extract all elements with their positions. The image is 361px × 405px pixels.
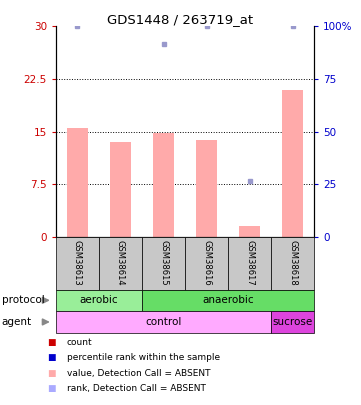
Bar <box>67 128 88 237</box>
Text: percentile rank within the sample: percentile rank within the sample <box>67 353 220 362</box>
Text: anaerobic: anaerobic <box>202 295 254 305</box>
Text: count: count <box>67 338 92 347</box>
Text: control: control <box>145 317 182 327</box>
Text: value, Detection Call = ABSENT: value, Detection Call = ABSENT <box>67 369 210 377</box>
Text: GSM38618: GSM38618 <box>288 241 297 286</box>
Text: ■: ■ <box>47 384 56 393</box>
Text: GSM38615: GSM38615 <box>159 241 168 286</box>
Text: GSM38617: GSM38617 <box>245 241 254 286</box>
Text: ■: ■ <box>47 353 56 362</box>
Text: aerobic: aerobic <box>80 295 118 305</box>
Text: ■: ■ <box>47 369 56 377</box>
Bar <box>239 226 260 237</box>
Bar <box>110 142 131 237</box>
Text: GSM38616: GSM38616 <box>202 241 211 286</box>
Text: GSM38613: GSM38613 <box>73 241 82 286</box>
Bar <box>196 140 217 237</box>
Text: GDS1448 / 263719_at: GDS1448 / 263719_at <box>108 13 253 26</box>
Text: sucrose: sucrose <box>273 317 313 327</box>
Text: ■: ■ <box>47 338 56 347</box>
Text: GSM38614: GSM38614 <box>116 241 125 286</box>
Text: protocol: protocol <box>2 295 44 305</box>
Text: rank, Detection Call = ABSENT: rank, Detection Call = ABSENT <box>67 384 206 393</box>
Bar <box>153 133 174 237</box>
Text: agent: agent <box>2 317 32 327</box>
Bar <box>282 90 303 237</box>
